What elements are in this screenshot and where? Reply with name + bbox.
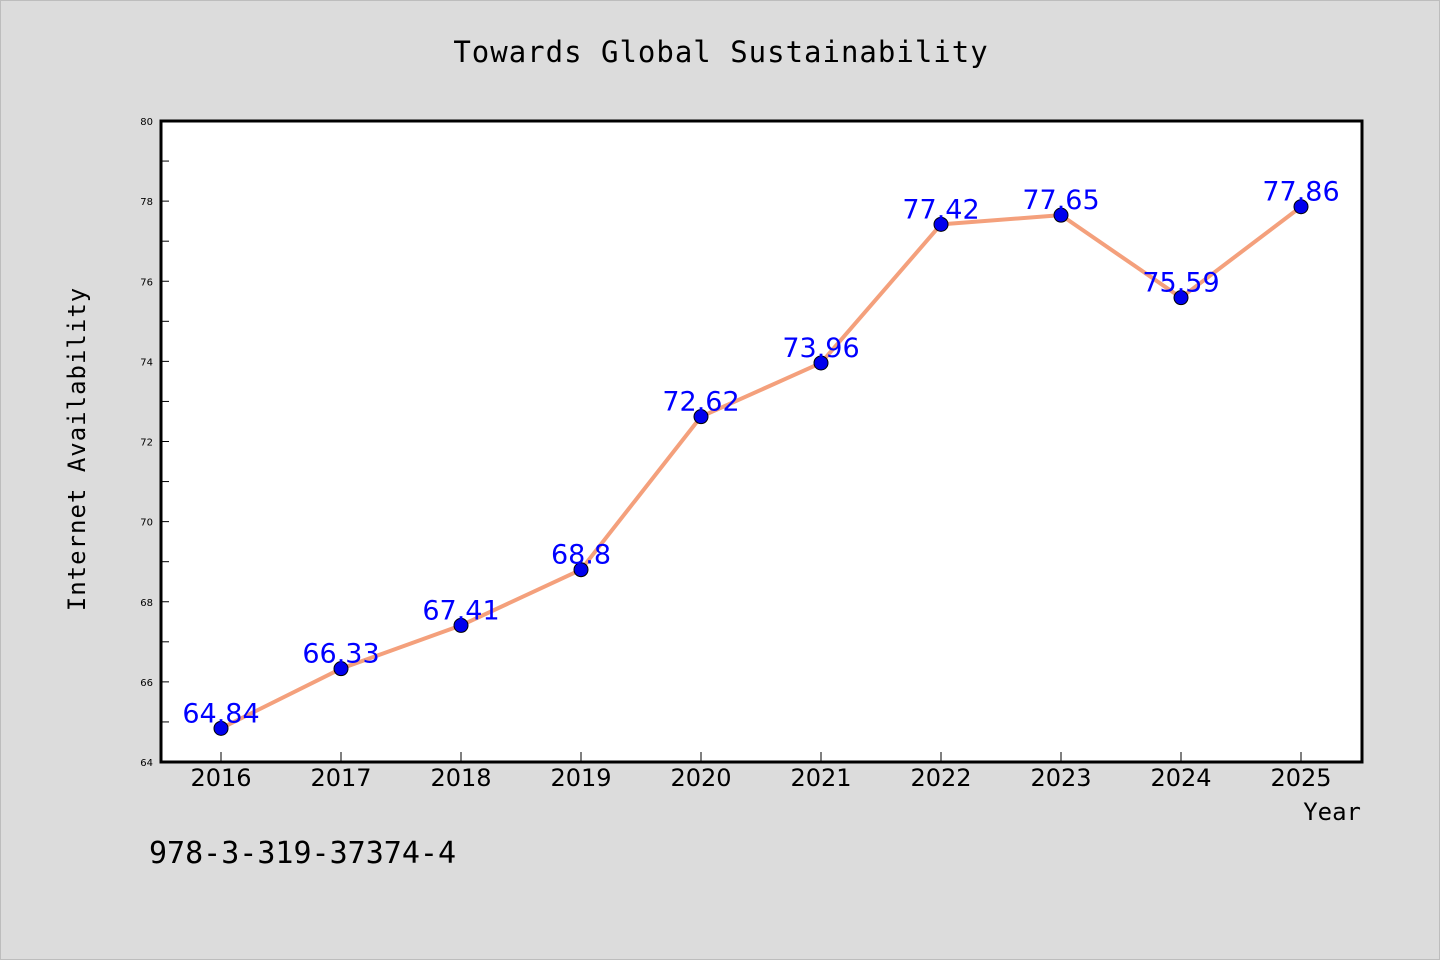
data-labels-group: 64.84 66.33 67.41 68.8 72.62 73.96 77.42 77.65 7… (182, 177, 1339, 730)
x-tick-label: 2016 (190, 764, 251, 792)
y-tick-label: 66 (140, 678, 153, 689)
data-point (573, 562, 589, 578)
y-tick-label: 64 (140, 758, 153, 769)
x-tick-label: 2018 (430, 764, 491, 792)
data-label: 64.84 (182, 698, 259, 729)
data-point (213, 720, 229, 736)
footnote-isbn: 978-3-319-37374-4 (149, 836, 457, 871)
data-label: 67.41 (422, 595, 499, 626)
x-axis-label: Year (1303, 798, 1361, 826)
data-point (453, 617, 469, 633)
x-tick-label: 2023 (1030, 764, 1091, 792)
data-label: 75.59 (1142, 268, 1219, 299)
y-tick-label: 68 (140, 598, 153, 609)
data-label: 66.33 (302, 639, 379, 670)
y-axis-ticks: 64 66 68 70 72 74 76 78 80 (140, 117, 169, 769)
x-tick-label: 2025 (1270, 764, 1331, 792)
data-point (1173, 290, 1189, 306)
x-tick-label: 2019 (550, 764, 611, 792)
data-point (693, 409, 709, 425)
y-tick-label: 70 (140, 518, 153, 529)
series-line (220, 205, 1303, 731)
series-group (213, 199, 1309, 736)
x-tick-label: 2024 (1150, 764, 1211, 792)
x-tick-label: 2020 (670, 764, 731, 792)
data-label: 77.42 (902, 194, 979, 225)
data-label: 77.86 (1262, 177, 1339, 208)
x-tick-label: 2021 (790, 764, 851, 792)
x-tick-label: 2022 (910, 764, 971, 792)
data-point (933, 216, 949, 232)
x-tick-label: 2017 (310, 764, 371, 792)
x-axis-ticks: 2016 2017 2018 2019 2020 2021 2022 2023 2024 2025 (190, 752, 1332, 792)
data-point (1293, 199, 1309, 215)
y-tick-label: 74 (140, 357, 153, 368)
data-point (1053, 207, 1069, 223)
chart-title: Towards Global Sustainability (453, 35, 989, 69)
data-label: 77.65 (1022, 185, 1099, 216)
y-tick-label: 72 (140, 438, 153, 449)
y-tick-label: 80 (140, 117, 153, 128)
data-point (333, 661, 349, 677)
data-label: 68.8 (551, 540, 611, 571)
data-label: 73.96 (782, 333, 859, 364)
data-point (813, 355, 829, 371)
plot-area (159, 119, 1364, 764)
y-tick-label: 78 (140, 197, 153, 208)
data-label: 72.62 (662, 387, 739, 418)
y-tick-label: 76 (140, 277, 153, 288)
